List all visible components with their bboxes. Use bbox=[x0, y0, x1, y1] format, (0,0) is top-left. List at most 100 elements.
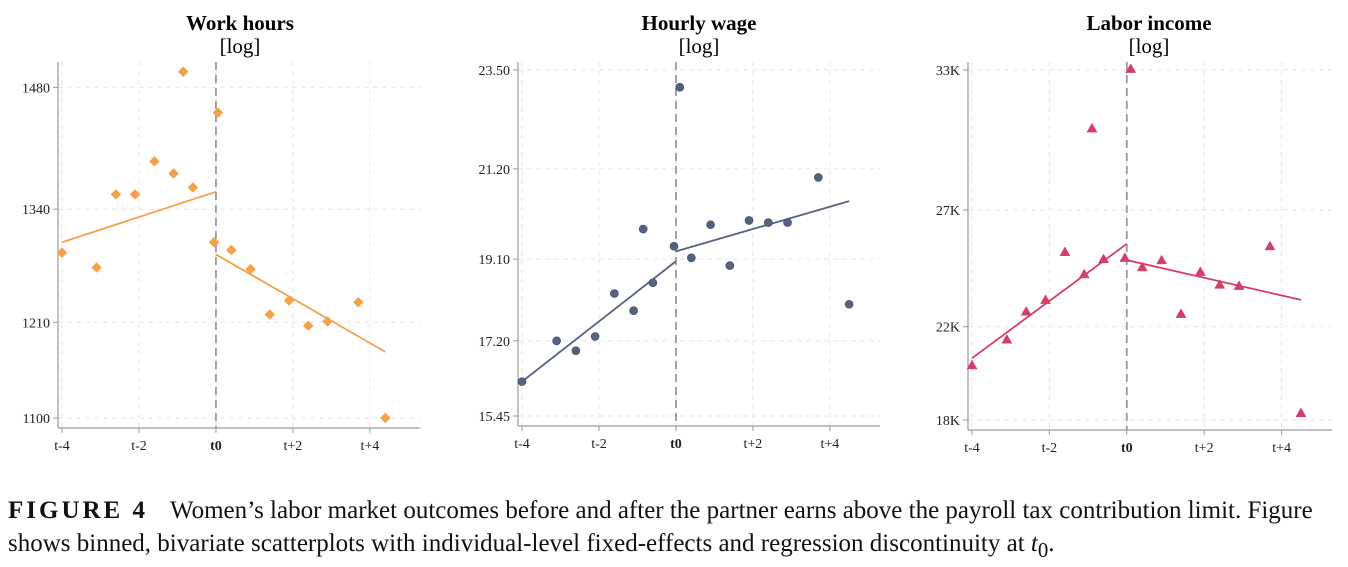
work-hours-fit-line bbox=[61, 190, 217, 244]
work-hours-fit-line bbox=[215, 253, 386, 353]
caption-text: Women’s labor market outcomes before and… bbox=[8, 497, 1313, 557]
hourly-wage-point bbox=[814, 173, 823, 182]
hourly-wage-y-tick-label: 23.50 bbox=[479, 64, 511, 79]
labor-income-x-tick-label: t-2 bbox=[1042, 441, 1058, 456]
hourly-wage-point bbox=[552, 336, 561, 346]
labor-income-point bbox=[1233, 280, 1245, 290]
hourly-wage-y-tick-label: 21.20 bbox=[479, 163, 511, 178]
work-hours-point bbox=[168, 168, 179, 179]
labor-income-x-tick-label: t0 bbox=[1121, 441, 1133, 456]
work-hours-y-tick-label: 1210 bbox=[22, 316, 50, 331]
hourly-wage-point bbox=[764, 218, 773, 227]
work-hours-point bbox=[149, 155, 160, 167]
labor-income-point bbox=[1040, 294, 1051, 304]
work-hours-x-tick-label: t0 bbox=[210, 439, 222, 454]
work-hours-point bbox=[212, 107, 224, 118]
hourly-wage-y-tick-label: 17.20 bbox=[479, 335, 511, 350]
labor-income-point bbox=[966, 359, 978, 370]
labor-income-fit-line bbox=[1126, 259, 1302, 301]
hourly-wage-point bbox=[744, 216, 754, 225]
hourly-wage-point bbox=[669, 241, 679, 251]
labor-income-point bbox=[1020, 305, 1032, 316]
work-hours-point bbox=[352, 296, 364, 308]
labor-income-point bbox=[1295, 407, 1307, 417]
work-hours-point bbox=[283, 295, 295, 306]
labor-income-subtitle: [log] bbox=[1129, 34, 1170, 58]
work-hours-x-tick-label: t-2 bbox=[131, 439, 147, 454]
work-hours-point bbox=[187, 182, 199, 193]
hourly-wage-point bbox=[783, 218, 792, 227]
work-hours-y-tick-label: 1480 bbox=[22, 81, 50, 96]
hourly-wage-x-tick-label: t-4 bbox=[514, 437, 530, 452]
work-hours-y-tick-label: 1100 bbox=[23, 412, 50, 427]
labor-income-point bbox=[1086, 122, 1098, 133]
work-hours-point bbox=[322, 316, 333, 327]
labor-income-point bbox=[1194, 266, 1206, 276]
work-hours-x-tick-label: t+4 bbox=[360, 439, 379, 454]
hourly-wage-fit-line bbox=[675, 200, 850, 253]
hourly-wage-point bbox=[571, 346, 581, 355]
hourly-wage-x-tick-label: t-2 bbox=[591, 437, 607, 452]
panel-labor-income: 18K 22K 27K 33K t-4 t-2 t0 t+2 t+4 Labor income[l… bbox=[936, 11, 1332, 456]
work-hours-point bbox=[245, 263, 256, 275]
work-hours-point bbox=[177, 66, 189, 78]
labor-income-x-tick-label: t+4 bbox=[1272, 441, 1291, 456]
hourly-wage-point bbox=[675, 82, 685, 92]
work-hours-point bbox=[225, 244, 237, 256]
hourly-wage-point bbox=[706, 220, 715, 230]
hourly-wage-point bbox=[610, 289, 619, 298]
labor-income-x-tick-label: t-4 bbox=[964, 441, 980, 456]
work-hours-point bbox=[129, 189, 141, 200]
figure-caption: FIGURE 4 Women’s labor market outcomes be… bbox=[8, 494, 1344, 567]
work-hours-point bbox=[110, 189, 122, 200]
labor-income-point bbox=[1264, 240, 1276, 251]
labor-income-point bbox=[1059, 246, 1071, 256]
labor-income-y-tick-label: 33K bbox=[936, 64, 960, 79]
hourly-wage-point bbox=[648, 278, 658, 288]
labor-income-point bbox=[1156, 254, 1168, 265]
labor-income-point bbox=[1001, 333, 1013, 344]
work-hours-point bbox=[379, 412, 391, 424]
labor-income-point bbox=[1098, 253, 1110, 263]
caption-end: . bbox=[1048, 530, 1055, 557]
work-hours-x-tick-label: t+2 bbox=[284, 439, 303, 454]
labor-income-point bbox=[1136, 261, 1148, 272]
hourly-wage-point bbox=[638, 224, 648, 234]
hourly-wage-point bbox=[725, 261, 735, 270]
panel-work-hours: 1100 1210 1340 1480 t-4 t-2 t0 t+2 t+4 Work hours… bbox=[22, 11, 420, 454]
labor-income-point bbox=[1078, 268, 1090, 279]
hourly-wage-x-tick-label: t0 bbox=[670, 437, 682, 452]
figure-label: FIGURE 4 bbox=[8, 497, 148, 524]
work-hours-title: Work hours bbox=[186, 11, 294, 35]
labor-income-point bbox=[1119, 252, 1131, 262]
labor-income-title: Labor income bbox=[1086, 11, 1211, 35]
work-hours-x-tick-label: t-4 bbox=[54, 439, 70, 454]
caption-math-sub: 0 bbox=[1037, 538, 1049, 562]
work-hours-point bbox=[302, 320, 314, 332]
work-hours-y-tick-label: 1340 bbox=[22, 203, 50, 218]
hourly-wage-subtitle: [log] bbox=[679, 34, 720, 58]
work-hours-point bbox=[208, 236, 220, 248]
work-hours-subtitle: [log] bbox=[220, 34, 261, 58]
hourly-wage-y-tick-label: 19.10 bbox=[479, 253, 511, 268]
hourly-wage-x-tick-label: t+2 bbox=[744, 437, 763, 452]
hourly-wage-title: Hourly wage bbox=[642, 11, 757, 35]
hourly-wage-point bbox=[844, 299, 854, 309]
work-hours-point bbox=[264, 309, 276, 320]
hourly-wage-x-tick-label: t+4 bbox=[820, 437, 839, 452]
labor-income-y-tick-label: 22K bbox=[936, 321, 960, 336]
work-hours-point bbox=[56, 247, 68, 259]
hourly-wage-point bbox=[517, 377, 527, 386]
hourly-wage-point bbox=[629, 306, 638, 315]
labor-income-point bbox=[1214, 279, 1226, 289]
caption-math: t bbox=[1030, 530, 1038, 557]
labor-income-x-tick-label: t+2 bbox=[1195, 441, 1214, 456]
labor-income-y-tick-label: 18K bbox=[936, 414, 960, 429]
labor-income-point bbox=[1175, 308, 1187, 318]
panel-hourly-wage: 15.45 17.20 19.10 21.20 23.50 t-4 t-2 t0 t+2 t+4 H… bbox=[479, 11, 880, 452]
hourly-wage-y-tick-label: 15.45 bbox=[479, 410, 511, 425]
labor-income-y-tick-label: 27K bbox=[936, 204, 960, 219]
hourly-wage-point bbox=[590, 332, 600, 341]
figure-panels: 1100 1210 1340 1480 t-4 t-2 t0 t+2 t+4 Work hours… bbox=[22, 11, 1332, 456]
work-hours-point bbox=[91, 262, 102, 273]
